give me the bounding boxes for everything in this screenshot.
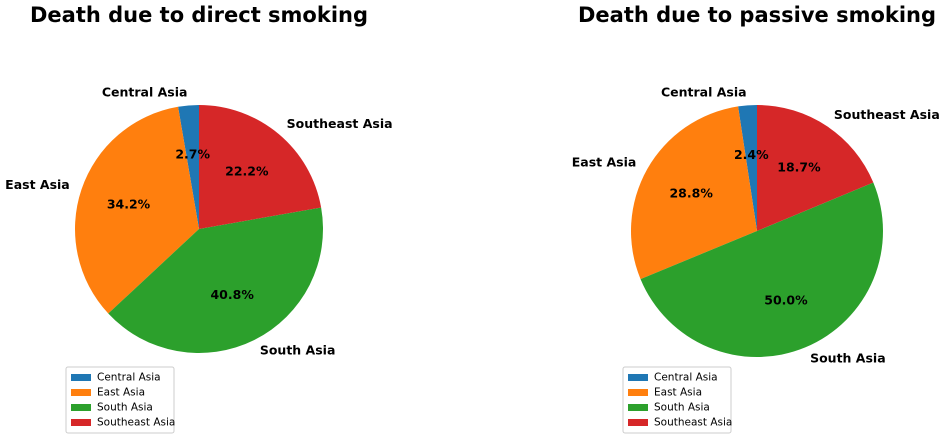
pie-chart-passive-smoking: Death due to passive smoking Central Asi… bbox=[572, 3, 940, 434]
slice-percent-south-asia: 50.0% bbox=[764, 292, 808, 307]
legend-label-central-asia: Central Asia bbox=[654, 372, 718, 384]
pie-slice-central-asia bbox=[738, 105, 757, 231]
pie-slice-southeast-asia bbox=[199, 105, 322, 229]
legend-swatch-central-asia bbox=[71, 374, 91, 381]
pie-slice-east-asia bbox=[631, 106, 757, 280]
legend-label-southeast-asia: Southeast Asia bbox=[654, 417, 732, 429]
pie-labels: Central Asia 2.4% East Asia 28.8% South Asia… bbox=[572, 84, 940, 365]
slice-label-central-asia: Central Asia bbox=[661, 84, 747, 99]
legend-swatch-east-asia bbox=[71, 389, 91, 396]
legend-frame bbox=[65, 366, 175, 434]
slice-label-east-asia: East Asia bbox=[5, 177, 70, 192]
legend-label-southeast-asia: Southeast Asia bbox=[97, 417, 175, 429]
pie-slice-east-asia bbox=[75, 106, 199, 314]
legend-swatch-southeast-asia bbox=[71, 419, 91, 426]
legend-label-south-asia: South Asia bbox=[97, 402, 153, 414]
slice-percent-southeast-asia: 22.2% bbox=[225, 164, 269, 179]
slice-label-south-asia: South Asia bbox=[260, 343, 336, 358]
chart-title: Death due to direct smoking bbox=[30, 3, 368, 27]
legend-label-east-asia: East Asia bbox=[97, 387, 145, 399]
slice-label-east-asia: East Asia bbox=[572, 154, 637, 169]
legend-swatch-south-asia bbox=[71, 404, 91, 411]
slice-percent-south-asia: 40.8% bbox=[210, 287, 254, 302]
chart-title: Death due to passive smoking bbox=[578, 3, 936, 27]
legend-frame bbox=[622, 366, 732, 434]
slice-label-central-asia: Central Asia bbox=[102, 85, 188, 100]
pie-slice-southeast-asia bbox=[757, 105, 874, 231]
slice-percent-central-asia: 2.7% bbox=[175, 146, 210, 161]
pie-chart-direct-smoking: Death due to direct smoking Central Asia… bbox=[5, 3, 393, 434]
slice-percent-southeast-asia: 18.7% bbox=[777, 160, 821, 175]
pie-slices bbox=[75, 105, 323, 353]
legend-label-east-asia: East Asia bbox=[654, 387, 702, 399]
pie-labels: Central Asia 2.7% East Asia 34.2% South Asia… bbox=[5, 85, 392, 358]
legend-label-central-asia: Central Asia bbox=[97, 372, 161, 384]
legend-swatch-southeast-asia bbox=[628, 419, 648, 426]
legend-swatch-east-asia bbox=[628, 389, 648, 396]
legend: Central Asia East Asia South Asia Southeast… bbox=[622, 366, 732, 434]
slice-percent-east-asia: 34.2% bbox=[107, 197, 151, 212]
pie-slice-south-asia bbox=[108, 207, 323, 353]
slice-percent-east-asia: 28.8% bbox=[669, 185, 713, 200]
legend-swatch-south-asia bbox=[628, 404, 648, 411]
pie-slices bbox=[631, 105, 883, 357]
slice-label-southeast-asia: Southeast Asia bbox=[287, 116, 393, 131]
slice-label-southeast-asia: Southeast Asia bbox=[834, 107, 940, 122]
slice-percent-central-asia: 2.4% bbox=[734, 147, 769, 162]
legend-swatch-central-asia bbox=[628, 374, 648, 381]
pie-slice-central-asia bbox=[178, 105, 199, 229]
pie-slice-south-asia bbox=[640, 182, 883, 357]
legend: Central Asia East Asia South Asia Southeast… bbox=[65, 366, 175, 434]
slice-label-south-asia: South Asia bbox=[810, 351, 886, 366]
legend-label-south-asia: South Asia bbox=[654, 402, 710, 414]
